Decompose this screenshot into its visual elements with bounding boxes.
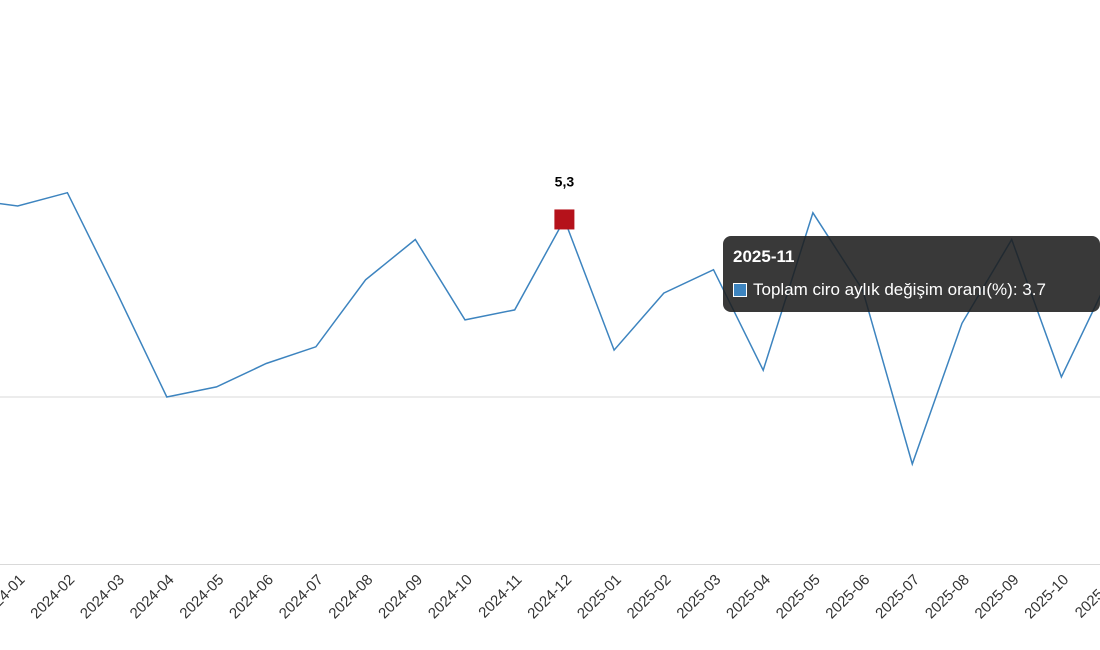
x-tick-label: 2025-08 [922,571,973,622]
x-axis-ticks: 2024-012024-022024-032024-042024-052024-… [0,571,1100,622]
x-tick-label: 2024-09 [375,571,426,622]
tooltip-value: 3.7 [1022,280,1046,299]
tooltip-series-swatch [733,283,747,297]
highlight-marker[interactable] [554,209,575,230]
x-tick-label: 2025-01 [574,571,625,622]
x-tick-label: 2025-02 [624,571,675,622]
x-tick-label: 2024-12 [524,571,575,622]
tooltip-series-name: Toplam ciro aylık değişim oranı(%) [753,280,1013,299]
x-tick-label: 2025-07 [872,571,923,622]
tooltip: 2025-11 Toplam ciro aylık değişim oranı(… [723,236,1100,312]
x-tick-label: 2024-10 [425,571,476,622]
x-tick-label: 2024-03 [77,571,128,622]
x-tick-label: 2024-06 [226,571,277,622]
x-tick-label: 2025-03 [673,571,724,622]
x-tick-label: 2025-05 [773,571,824,622]
tooltip-separator: : [1012,280,1023,299]
x-tick-label: 2024-11 [475,571,525,621]
x-tick-label: 2025-06 [822,571,873,622]
tooltip-title: 2025-11 [733,247,795,266]
x-tick-label: 2024-02 [27,571,78,622]
x-tick-label: 2024-08 [325,571,376,622]
x-tick-label: 2024-04 [127,571,178,622]
series-line [0,191,1100,467]
x-tick-label: 2024-07 [276,571,327,622]
x-tick-label: 2025-04 [723,571,774,622]
tooltip-row: Toplam ciro aylık değişim oranı(%): 3.7 [733,280,1090,300]
x-tick-label: 2024-05 [176,571,227,622]
x-tick-label: 2024-01 [0,571,29,622]
x-tick-label: 2025-10 [1021,571,1072,622]
x-tick-label: 2025-11 [1072,571,1100,621]
highlight-data-label: 5,3 [555,173,575,189]
x-tick-label: 2025-09 [972,571,1023,622]
